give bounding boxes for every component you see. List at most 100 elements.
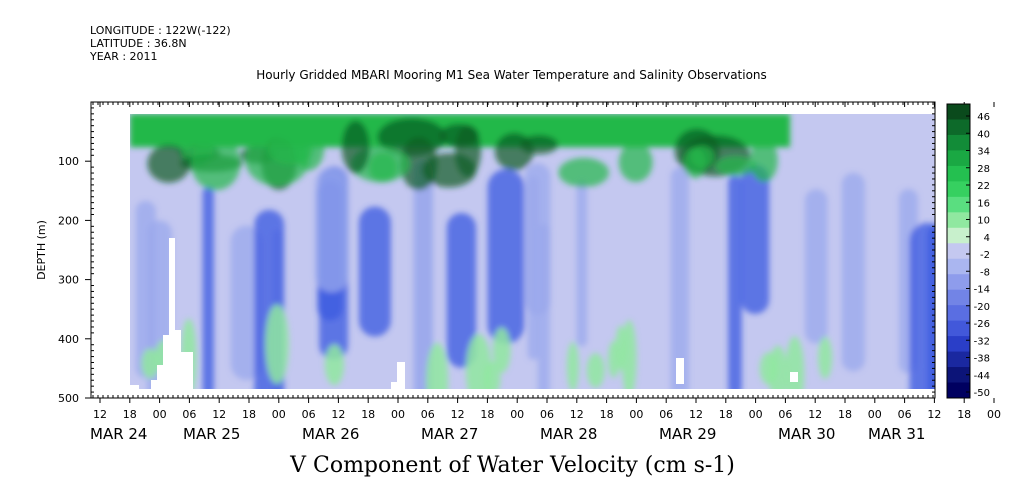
colorbar-swatch — [947, 119, 970, 136]
missing-data-cell — [157, 365, 163, 390]
missing-data-cell — [130, 385, 139, 390]
field-cell — [191, 135, 241, 191]
x-tick-label: 00 — [153, 408, 167, 421]
colorbar-swatch — [947, 351, 970, 368]
x-tick-label: 00 — [987, 408, 1001, 421]
field-cell — [576, 179, 588, 347]
colorbar-label: 28 — [977, 164, 990, 175]
latitude-label: LATITUDE : 36.8N — [90, 37, 187, 50]
x-tick-label: 06 — [778, 408, 792, 421]
colorbar-label: -2 — [980, 250, 990, 261]
colorbar-swatch — [947, 258, 970, 275]
colorbar-label: 40 — [977, 129, 990, 140]
colorbar-swatch — [947, 212, 970, 229]
x-tick-label: 18 — [242, 408, 256, 421]
missing-data-cell — [175, 330, 181, 390]
colorbar-swatch — [947, 336, 970, 353]
x-tick-label: 00 — [749, 408, 763, 421]
field-cell — [487, 169, 525, 344]
field-cell — [446, 212, 477, 368]
field-cell — [422, 153, 477, 188]
colorbar-swatch — [947, 382, 970, 399]
x-date-label: MAR 28 — [540, 425, 597, 443]
colorbar-swatch — [947, 320, 970, 337]
colorbar-label: 46 — [977, 112, 990, 123]
field-cell — [244, 132, 310, 187]
x-date-label: MAR 24 — [90, 425, 147, 443]
x-tick-label: 00 — [510, 408, 524, 421]
colorbar-swatch — [947, 243, 970, 260]
colorbar-label: 10 — [977, 216, 990, 227]
x-tick-label: 18 — [957, 408, 971, 421]
colorbar-label: -8 — [980, 267, 990, 278]
colorbar-label: -50 — [974, 388, 990, 399]
field-cell — [439, 123, 479, 148]
field-cell — [818, 336, 833, 379]
field-cell — [324, 344, 345, 386]
x-tick-label: 00 — [272, 408, 286, 421]
field-cell — [202, 186, 214, 389]
y-tick-label: 300 — [58, 274, 79, 287]
field-cell — [358, 206, 391, 337]
chart-title: Hourly Gridded MBARI Mooring M1 Sea Wate… — [256, 68, 767, 82]
x-tick-label: 06 — [540, 408, 554, 421]
field-cell — [368, 152, 398, 183]
colorbar-swatch — [947, 196, 970, 213]
colorbar-swatch — [947, 227, 970, 244]
field-cell — [750, 138, 778, 182]
missing-data-mask — [130, 238, 798, 390]
colorbar-label: -44 — [974, 371, 990, 382]
x-tick-label: 12 — [451, 408, 465, 421]
x-tick-label: 18 — [480, 408, 494, 421]
field-cell — [690, 145, 715, 168]
colorbar-swatch — [947, 305, 970, 322]
x-tick-label: 12 — [927, 408, 941, 421]
field-cell — [759, 352, 779, 385]
year-label: YEAR : 2011 — [90, 50, 158, 63]
x-date-label: MAR 30 — [778, 425, 835, 443]
field-cell — [465, 333, 492, 389]
field-cell — [315, 167, 349, 293]
missing-data-cell — [163, 335, 169, 390]
colorbar-swatch — [947, 150, 970, 167]
colorbar-frame — [946, 103, 971, 399]
field-cell — [341, 120, 370, 174]
x-tick-label: 12 — [331, 408, 345, 421]
field-cell — [377, 117, 447, 157]
x-tick-label: 12 — [808, 408, 822, 421]
x-date-label: MAR 29 — [659, 425, 716, 443]
field-cell — [265, 304, 289, 384]
field-cell — [728, 175, 742, 389]
x-tick-label: 06 — [182, 408, 196, 421]
x-tick-label: 06 — [659, 408, 673, 421]
colorbar-label: -26 — [974, 319, 990, 330]
field-cell — [927, 224, 935, 389]
field-cell — [492, 327, 511, 373]
colorbar-swatch — [947, 367, 970, 384]
y-tick-label: 200 — [58, 214, 79, 227]
x-tick-label: 12 — [689, 408, 703, 421]
colorbar-swatch — [947, 274, 970, 291]
colorbar-swatch — [947, 134, 970, 151]
colorbar-label: -14 — [974, 285, 990, 296]
colorbar-label: 34 — [977, 147, 990, 158]
chart-subtitle: V Component of Water Velocity (cm s-1) — [290, 453, 735, 478]
field-cell — [527, 176, 540, 360]
missing-data-cell — [169, 238, 175, 390]
y-axis-label: DEPTH (m) — [35, 220, 48, 280]
field-cell — [670, 167, 689, 389]
missing-data-cell — [397, 362, 405, 390]
colorbar-swatch — [947, 289, 970, 306]
y-tick-label: 100 — [58, 155, 79, 168]
colorbar-label: -32 — [974, 336, 990, 347]
colorbar-label: 16 — [977, 198, 990, 209]
x-tick-label: 18 — [719, 408, 733, 421]
x-date-label: MAR 27 — [421, 425, 478, 443]
colorbar-swatch — [947, 181, 970, 198]
x-tick-label: 06 — [421, 408, 435, 421]
x-tick-label: 00 — [391, 408, 405, 421]
field-cell — [621, 320, 637, 389]
colorbar-label: -38 — [974, 354, 990, 365]
x-tick-label: 18 — [361, 408, 375, 421]
